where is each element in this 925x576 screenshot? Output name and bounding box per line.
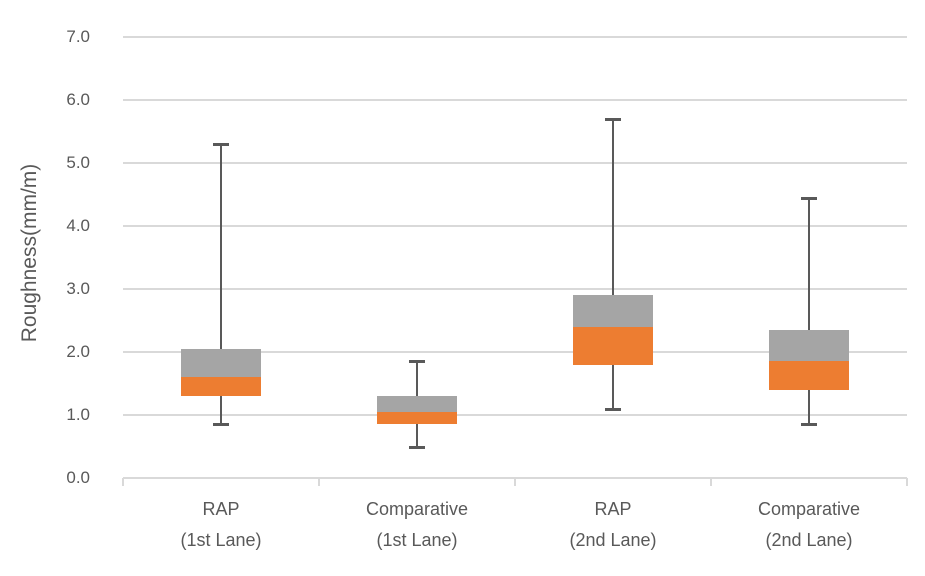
box-whisker-cap-min <box>605 407 621 411</box>
x-axis-category-label: RAP (2nd Lane) <box>518 494 708 556</box>
gridline <box>123 288 907 290</box>
category-label-line2: (1st Lane) <box>376 530 458 550</box>
y-axis-tick-label: 3.0 <box>66 279 90 298</box>
box-q3-to-median-segment <box>181 348 261 378</box>
box-lower-whisker <box>612 364 614 409</box>
box-whisker-cap-max <box>801 196 817 200</box>
y-axis-tick-label: 0.0 <box>66 468 90 487</box>
box-lower-whisker <box>220 396 222 425</box>
y-axis-tick-label: 2.0 <box>66 342 90 361</box>
box-whisker-cap-max <box>605 117 621 121</box>
x-axis-tick-mark <box>514 478 516 486</box>
category-label-line1: RAP <box>594 499 632 519</box>
x-axis-tick-mark <box>122 478 124 486</box>
box-q3-to-median-segment <box>769 329 849 362</box>
x-axis-tick-mark <box>906 478 908 486</box>
box-q3-to-median-segment <box>573 295 653 327</box>
y-axis-tick-label: 6.0 <box>66 90 90 109</box>
x-axis-category-label: Comparative (2nd Lane) <box>714 494 904 556</box>
gridline <box>123 162 907 164</box>
gridline <box>123 36 907 38</box>
box-upper-whisker <box>416 361 418 397</box>
y-axis-tick-label: 4.0 <box>66 216 90 235</box>
box-lower-whisker <box>416 424 418 447</box>
y-axis-tick-label: 5.0 <box>66 153 90 172</box>
box-median-to-q1-segment <box>769 361 849 390</box>
category-label-line1: RAP <box>202 499 240 519</box>
x-axis-category-label: Comparative (1st Lane) <box>322 494 512 556</box>
box-q3-to-median-segment <box>377 396 457 412</box>
gridline <box>123 99 907 101</box>
box-whisker-cap-min <box>801 423 817 427</box>
x-axis-tick-mark <box>318 478 320 486</box>
category-label-line1: Comparative <box>757 499 861 519</box>
box-median-to-q1-segment <box>377 411 457 425</box>
box-whisker-cap-min <box>409 445 425 449</box>
gridline <box>123 351 907 353</box>
box-upper-whisker <box>808 197 810 330</box>
category-label-line1: Comparative <box>365 499 469 519</box>
box-median-to-q1-segment <box>573 326 653 365</box>
gridline <box>123 414 907 416</box>
box-upper-whisker <box>612 118 614 296</box>
box-whisker-cap-min <box>213 423 229 427</box>
y-axis-tick-label: 1.0 <box>66 405 90 424</box>
category-label-line2: (2nd Lane) <box>569 530 657 550</box>
box-upper-whisker <box>220 144 222 349</box>
x-axis-category-label: RAP (1st Lane) <box>126 494 316 556</box>
box-median-to-q1-segment <box>181 377 261 397</box>
category-label-line2: (2nd Lane) <box>765 530 853 550</box>
y-axis-tick-label: 7.0 <box>66 27 90 46</box>
x-axis-tick-mark <box>710 478 712 486</box>
box-whisker-cap-max <box>409 360 425 364</box>
y-axis-title: Roughness(mm/m) <box>18 163 41 343</box>
box-lower-whisker <box>808 389 810 425</box>
gridline <box>123 225 907 227</box>
category-label-line2: (1st Lane) <box>180 530 262 550</box>
box-whisker-cap-max <box>213 143 229 147</box>
